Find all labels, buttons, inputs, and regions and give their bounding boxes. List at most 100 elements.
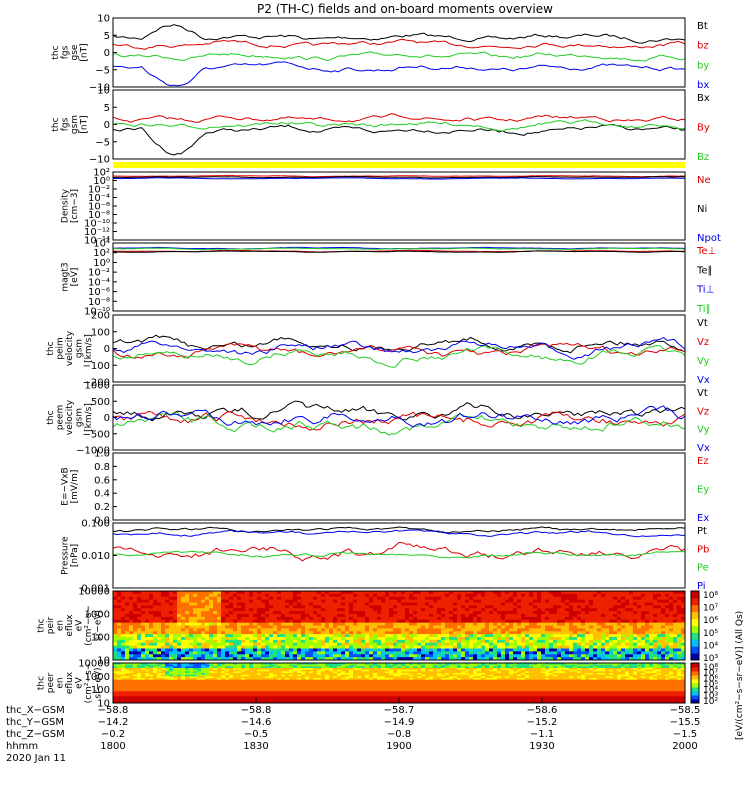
- spectrogram-cell: [337, 673, 342, 676]
- spectrogram-cell: [233, 669, 238, 672]
- spectrogram-cell: [113, 668, 118, 671]
- spectrogram-cell: [441, 673, 446, 676]
- spectrogram-cell: [521, 673, 526, 676]
- spectrogram-cell: [537, 599, 542, 603]
- spectrogram-cell: [541, 651, 546, 655]
- spectrogram-cell: [301, 671, 306, 674]
- spectrogram-cell: [453, 593, 458, 598]
- spectrogram-cell: [273, 666, 278, 669]
- spectrogram-cell: [389, 671, 394, 674]
- spectrogram-cell: [585, 622, 590, 626]
- spectrogram-cell: [337, 645, 342, 649]
- series-line-Pb: [112, 541, 686, 562]
- spectrogram-cell: [257, 668, 262, 671]
- spectrogram-cell: [189, 619, 194, 624]
- spectrogram-cell: [377, 664, 382, 667]
- spectrogram-cell: [229, 673, 234, 676]
- spectrogram-cell: [581, 645, 586, 649]
- spectrogram-cell: [477, 619, 482, 624]
- spectrogram-cell: [369, 619, 374, 624]
- spectrogram-cell: [329, 628, 334, 632]
- spectrogram-cell: [425, 676, 430, 679]
- spectrogram-cell: [213, 645, 218, 649]
- spectrogram-cell: [505, 657, 510, 661]
- spectrogram-cell: [661, 619, 666, 624]
- spectrogram-cell: [529, 664, 534, 667]
- spectrogram-cell: [249, 651, 254, 655]
- spectrogram-cell: [645, 666, 650, 669]
- spectrogram-cell: [437, 648, 442, 652]
- spectrogram-cell: [657, 631, 662, 635]
- spectrogram-cell: [277, 671, 282, 674]
- spectrogram-cell: [421, 596, 426, 601]
- spectrogram-cell: [477, 596, 482, 601]
- spectrogram-cell: [557, 596, 562, 601]
- spectrogram-cell: [337, 676, 342, 679]
- spectrogram-cell: [421, 634, 426, 638]
- spectrogram-cell: [189, 628, 194, 632]
- spectrogram-cell: [361, 648, 366, 652]
- spectrogram-cell: [165, 648, 170, 652]
- y-tick-label: 10⁰: [93, 176, 110, 187]
- y-tick-label: 10⁻¹⁴: [84, 236, 110, 247]
- spectrogram-cell: [537, 657, 542, 661]
- spectrogram-cell: [337, 657, 342, 661]
- spectrogram-cell: [437, 639, 442, 644]
- spectrogram-cell: [209, 605, 214, 609]
- spectrogram-cell: [657, 605, 662, 609]
- spectrogram-cell: [681, 596, 686, 601]
- spectrogram-cell: [569, 664, 574, 667]
- colorbar-frame: [690, 590, 700, 661]
- spectrogram-cell: [117, 671, 122, 674]
- spectrogram-cell: [589, 664, 594, 667]
- spectrogram-cell: [293, 651, 298, 655]
- spectrogram-cell: [665, 668, 670, 671]
- spectrogram-cell: [477, 591, 482, 595]
- spectrogram-cell: [373, 666, 378, 669]
- spectrogram-cell: [505, 663, 510, 666]
- spectrogram-cell: [593, 651, 598, 655]
- spectrogram-cell: [313, 599, 318, 603]
- spectrogram-cell: [277, 673, 282, 676]
- y-tick-label: 10⁻¹⁰: [84, 219, 110, 230]
- spectrogram-cell: [229, 614, 234, 618]
- spectrogram-cell: [113, 591, 118, 595]
- spectrogram-cell: [605, 674, 610, 677]
- spectrogram-cell: [621, 634, 626, 638]
- y-axis-label: peem: [56, 405, 66, 431]
- spectrogram-cell: [377, 608, 382, 612]
- spectrogram-cell: [681, 671, 686, 674]
- spectrogram-cell: [233, 657, 238, 661]
- spectrogram-cell: [261, 625, 266, 629]
- y-axis-label: [nT]: [79, 115, 89, 133]
- spectrogram-cell: [421, 651, 426, 655]
- spectrogram-cell: [313, 596, 318, 601]
- spectrogram-cell: [137, 673, 142, 676]
- spectrogram-cell: [161, 657, 166, 661]
- spectrogram-cell: [413, 657, 418, 661]
- spectrogram-cell: [141, 663, 146, 666]
- spectrogram-cell: [337, 602, 342, 606]
- spectrogram-cell: [117, 645, 122, 649]
- spectrogram-cell: [613, 605, 618, 609]
- spectrogram-cell: [125, 674, 130, 677]
- spectrogram-cell: [617, 596, 622, 601]
- spectrogram-cell: [461, 642, 466, 647]
- spectrogram-cell: [673, 668, 678, 671]
- spectrogram-cell: [365, 616, 370, 621]
- spectrogram-cell: [373, 669, 378, 672]
- spectrogram-cell: [225, 645, 230, 649]
- spectrogram-cell: [121, 663, 126, 666]
- spectrogram-cell: [373, 628, 378, 632]
- spectrogram-cell: [161, 645, 166, 649]
- spectrogram-cell: [161, 669, 166, 672]
- spectrogram-cell: [493, 668, 498, 671]
- spectrogram-cell: [517, 608, 522, 612]
- spectrogram-cell: [297, 599, 302, 603]
- spectrogram-cell: [573, 671, 578, 674]
- spectrogram-cell: [257, 625, 262, 629]
- spectrogram-cell: [365, 639, 370, 644]
- spectrogram-cell: [665, 674, 670, 677]
- y-axis-label: fgs: [60, 117, 70, 131]
- spectrogram-cell: [341, 648, 346, 652]
